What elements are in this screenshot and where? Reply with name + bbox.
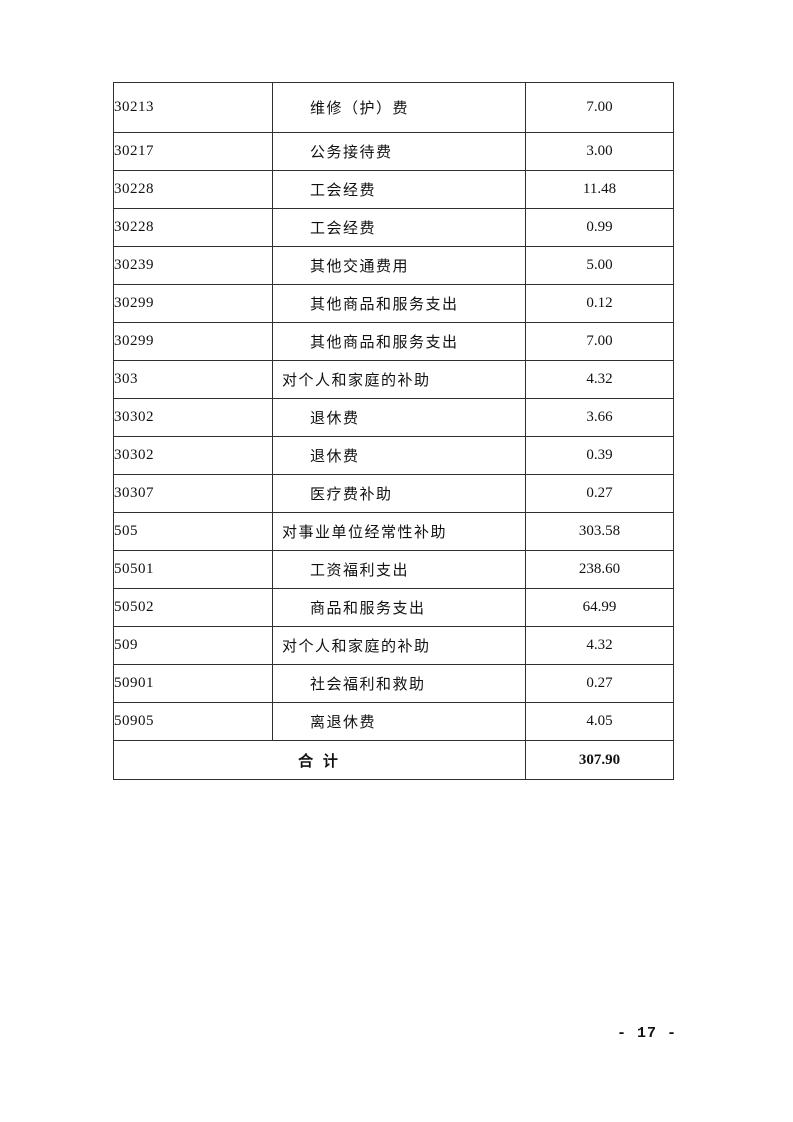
code-cell: 30228 — [113, 208, 273, 247]
value-cell: 3.66 — [525, 398, 674, 437]
code-cell: 30228 — [113, 170, 273, 209]
total-label-cell: 合 计 — [113, 740, 526, 780]
table-row: 50905 离退休费 4.05 — [113, 702, 674, 741]
code-cell: 50501 — [113, 550, 273, 589]
value-cell: 7.00 — [525, 82, 674, 133]
value-cell: 238.60 — [525, 550, 674, 589]
table-row: 30228 工会经费 11.48 — [113, 170, 674, 209]
name-cell: 对个人和家庭的补助 — [272, 360, 526, 399]
code-cell: 303 — [113, 360, 273, 399]
table-row: 505 对事业单位经常性补助 303.58 — [113, 512, 674, 551]
value-cell: 4.32 — [525, 360, 674, 399]
name-cell: 对事业单位经常性补助 — [272, 512, 526, 551]
value-cell: 11.48 — [525, 170, 674, 209]
name-cell: 医疗费补助 — [272, 474, 526, 513]
value-cell: 3.00 — [525, 132, 674, 171]
table-row: 30307 医疗费补助 0.27 — [113, 474, 674, 513]
table-row: 30302 退休费 3.66 — [113, 398, 674, 437]
table-row: 303 对个人和家庭的补助 4.32 — [113, 360, 674, 399]
value-cell: 0.12 — [525, 284, 674, 323]
total-value-cell: 307.90 — [525, 740, 674, 780]
code-cell: 30302 — [113, 436, 273, 475]
name-cell: 对个人和家庭的补助 — [272, 626, 526, 665]
name-cell: 工会经费 — [272, 208, 526, 247]
code-cell: 50901 — [113, 664, 273, 703]
name-cell: 其他交通费用 — [272, 246, 526, 285]
name-cell: 工资福利支出 — [272, 550, 526, 589]
name-cell: 工会经费 — [272, 170, 526, 209]
name-cell: 维修（护）费 — [272, 82, 526, 133]
code-cell: 30213 — [113, 82, 273, 133]
value-cell: 7.00 — [525, 322, 674, 361]
code-cell: 505 — [113, 512, 273, 551]
code-cell: 30217 — [113, 132, 273, 171]
table-row: 30299 其他商品和服务支出 7.00 — [113, 322, 674, 361]
name-cell: 退休费 — [272, 398, 526, 437]
value-cell: 303.58 — [525, 512, 674, 551]
name-cell: 公务接待费 — [272, 132, 526, 171]
value-cell: 5.00 — [525, 246, 674, 285]
value-cell: 64.99 — [525, 588, 674, 627]
table-row: 30302 退休费 0.39 — [113, 436, 674, 475]
name-cell: 商品和服务支出 — [272, 588, 526, 627]
name-cell: 社会福利和救助 — [272, 664, 526, 703]
table-row: 50901 社会福利和救助 0.27 — [113, 664, 674, 703]
code-cell: 50502 — [113, 588, 273, 627]
code-cell: 30307 — [113, 474, 273, 513]
table-row: 30213 维修（护）费 7.00 — [113, 82, 674, 133]
table-total-row: 合 计 307.90 — [113, 740, 674, 780]
table-row: 30217 公务接待费 3.00 — [113, 132, 674, 171]
name-cell: 其他商品和服务支出 — [272, 284, 526, 323]
table-row: 509 对个人和家庭的补助 4.32 — [113, 626, 674, 665]
name-cell: 其他商品和服务支出 — [272, 322, 526, 361]
value-cell: 4.05 — [525, 702, 674, 741]
code-cell: 30239 — [113, 246, 273, 285]
name-cell: 离退休费 — [272, 702, 526, 741]
table-row: 50501 工资福利支出 238.60 — [113, 550, 674, 589]
value-cell: 0.27 — [525, 664, 674, 703]
code-cell: 50905 — [113, 702, 273, 741]
value-cell: 4.32 — [525, 626, 674, 665]
table-row: 30239 其他交通费用 5.00 — [113, 246, 674, 285]
table-row: 30228 工会经费 0.99 — [113, 208, 674, 247]
table-row: 30299 其他商品和服务支出 0.12 — [113, 284, 674, 323]
table-row: 50502 商品和服务支出 64.99 — [113, 588, 674, 627]
page-number: - 17 - — [617, 1025, 678, 1042]
value-cell: 0.99 — [525, 208, 674, 247]
code-cell: 30302 — [113, 398, 273, 437]
value-cell: 0.27 — [525, 474, 674, 513]
code-cell: 30299 — [113, 284, 273, 323]
name-cell: 退休费 — [272, 436, 526, 475]
code-cell: 30299 — [113, 322, 273, 361]
code-cell: 509 — [113, 626, 273, 665]
value-cell: 0.39 — [525, 436, 674, 475]
budget-table: 30213 维修（护）费 7.00 30217 公务接待费 3.00 30228 工会经费 11… — [113, 82, 674, 780]
